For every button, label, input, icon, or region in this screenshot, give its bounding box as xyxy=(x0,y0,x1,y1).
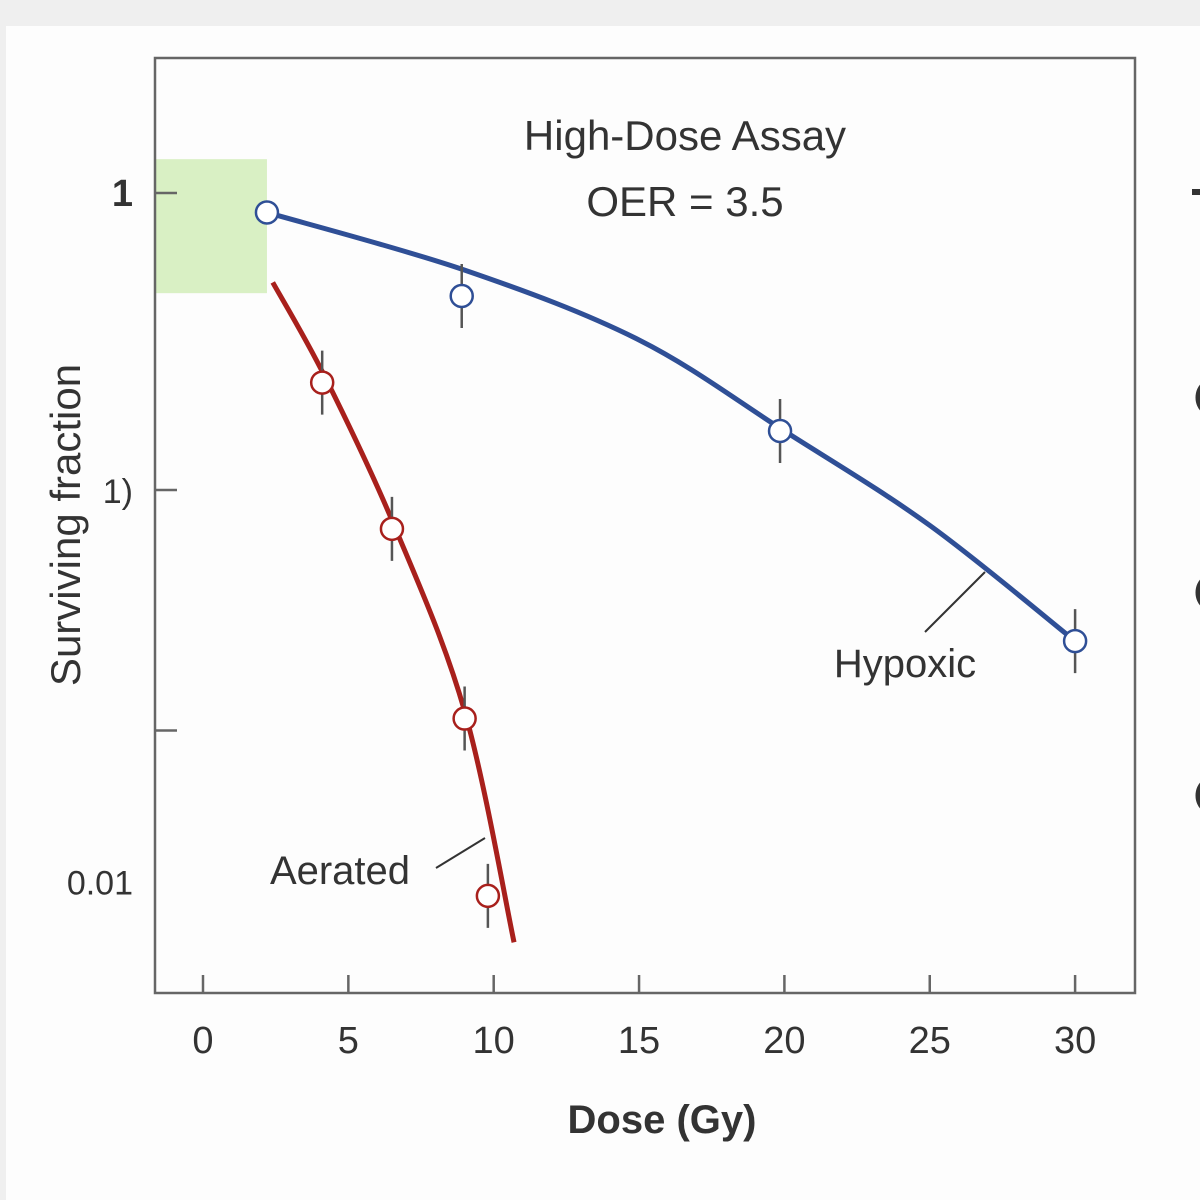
plot-frame xyxy=(153,56,1137,995)
x-tick-label: 30 xyxy=(1054,1020,1096,1062)
highlight-region xyxy=(155,159,267,294)
y-axis-label: Surviving fraction xyxy=(42,364,89,686)
aerated-data-point xyxy=(475,883,501,909)
x-tick-label: 25 xyxy=(909,1020,951,1062)
x-tick-label: 10 xyxy=(473,1020,515,1062)
aerated-data-point xyxy=(309,370,335,395)
x-tick-label: 20 xyxy=(763,1020,805,1062)
hypoxic-data-point xyxy=(1062,628,1088,654)
y-tick-label: 0.01 xyxy=(67,865,133,903)
hypoxic-data-point xyxy=(767,418,793,444)
x-axis-label: Dose (Gy) xyxy=(568,1098,757,1142)
aerated-label: Aerated xyxy=(270,849,410,893)
hypoxic-fit-line xyxy=(266,210,1077,644)
x-tick-label: 5 xyxy=(338,1020,359,1062)
data-points xyxy=(254,200,1088,928)
x-tick-label: 0 xyxy=(192,1020,213,1062)
adjacent-panel-fragment xyxy=(1192,189,1200,809)
chart-title: High-Dose Assay xyxy=(524,112,846,159)
aerated-leader-line xyxy=(435,837,486,869)
fit-curves xyxy=(266,210,1077,943)
hypoxic-data-point xyxy=(449,283,474,309)
aerated-data-point xyxy=(452,706,477,731)
y-axis-ticks: 1 1) 0.01 xyxy=(67,173,177,903)
chart-subtitle: OER = 3.5 xyxy=(586,178,783,225)
aerated-data-point xyxy=(379,516,405,542)
hypoxic-data-point xyxy=(254,200,280,225)
hypoxic-label: Hypoxic xyxy=(834,642,976,686)
x-tick-label: 15 xyxy=(618,1020,660,1062)
x-axis-ticks: 0 5 10 15 20 25 30 xyxy=(192,975,1096,1062)
aerated-fit-line xyxy=(270,281,517,943)
hypoxic-leader-line xyxy=(924,571,986,633)
y-tick-label: 1 xyxy=(112,173,133,215)
y-tick-label: 1) xyxy=(103,473,133,511)
